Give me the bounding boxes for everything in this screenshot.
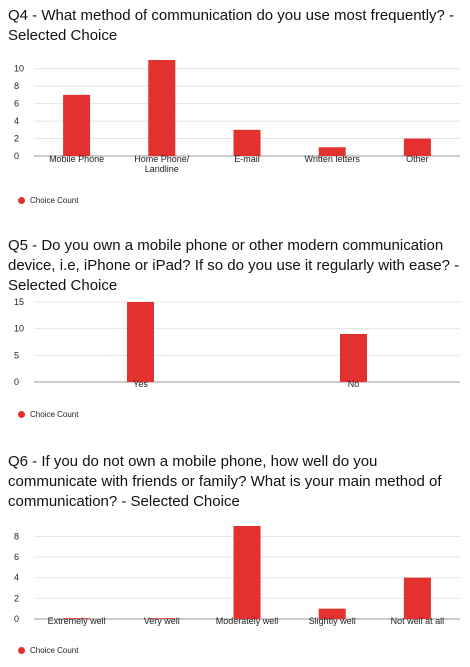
bar: [403, 138, 431, 156]
x-tick-label: No: [348, 379, 360, 389]
y-tick-label: 10: [14, 64, 24, 74]
legend: Choice Count: [18, 196, 78, 205]
x-tick-label: Home Phone/Landline: [134, 154, 190, 174]
legend: Choice Count: [18, 410, 78, 419]
x-tick-label: Very well: [144, 616, 180, 626]
bar: [318, 147, 346, 156]
x-tick-label: Slightly well: [309, 616, 356, 626]
x-tick-label: Yes: [133, 379, 148, 389]
x-tick-label: Moderately well: [216, 616, 279, 626]
y-tick-label: 10: [14, 324, 24, 334]
y-tick-label: 8: [14, 81, 19, 91]
y-tick-label: 5: [14, 350, 19, 360]
bar: [63, 94, 91, 156]
x-tick-label: E-mail: [234, 154, 260, 164]
chart-title: Q6 - If you do not own a mobile phone, h…: [8, 453, 442, 510]
chart-title: Q5 - Do you own a mobile phone or other …: [8, 237, 460, 294]
y-tick-label: 4: [14, 573, 19, 583]
legend-swatch: [18, 647, 25, 654]
x-tick-label: Not well at all: [391, 616, 445, 626]
legend-label: Choice Count: [30, 646, 79, 655]
y-tick-label: 15: [14, 297, 24, 307]
bar: [318, 608, 346, 619]
legend-label: Choice Count: [30, 196, 79, 205]
chart-title: Q4 - What method of communication do you…: [8, 7, 455, 44]
bar-chart-q5: 0 5 10 15 Yes No: [14, 297, 460, 389]
y-tick-label: 6: [14, 99, 19, 109]
bar: [403, 577, 431, 619]
bar: [63, 618, 91, 619]
bar-chart-q6: 0 2 4 6 8 Extremely well Very well Moderately w…: [14, 526, 460, 626]
legend: Choice Count: [18, 646, 78, 655]
bar: [340, 334, 367, 382]
y-tick-label: 0: [14, 151, 19, 161]
x-tick-label: Written letters: [305, 154, 361, 164]
bar: [127, 302, 154, 382]
bar: [233, 129, 261, 156]
bar-chart-q4: 0 2 4 6 8 10 Mobile Phone Home Phone/Landline E-…: [14, 60, 460, 174]
y-tick-label: 8: [14, 531, 19, 541]
y-tick-label: 0: [14, 377, 19, 387]
legend-swatch: [18, 197, 25, 204]
bar: [148, 618, 176, 619]
y-tick-label: 2: [14, 134, 19, 144]
legend-swatch: [18, 411, 25, 418]
y-tick-label: 0: [14, 614, 19, 624]
bar: [148, 60, 176, 156]
y-tick-label: 2: [14, 593, 19, 603]
legend-label: Choice Count: [30, 410, 79, 419]
x-tick-label: Other: [406, 154, 429, 164]
y-tick-label: 6: [14, 552, 19, 562]
bar: [233, 526, 261, 619]
y-tick-label: 4: [14, 116, 19, 126]
x-tick-label: Mobile Phone: [49, 154, 104, 164]
x-tick-label: Extremely well: [48, 616, 106, 626]
